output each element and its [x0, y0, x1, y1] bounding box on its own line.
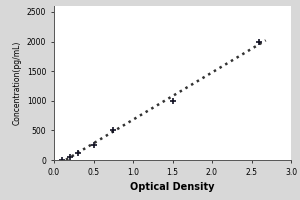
X-axis label: Optical Density: Optical Density — [130, 182, 215, 192]
Y-axis label: Concentration(pg/mL): Concentration(pg/mL) — [12, 41, 21, 125]
